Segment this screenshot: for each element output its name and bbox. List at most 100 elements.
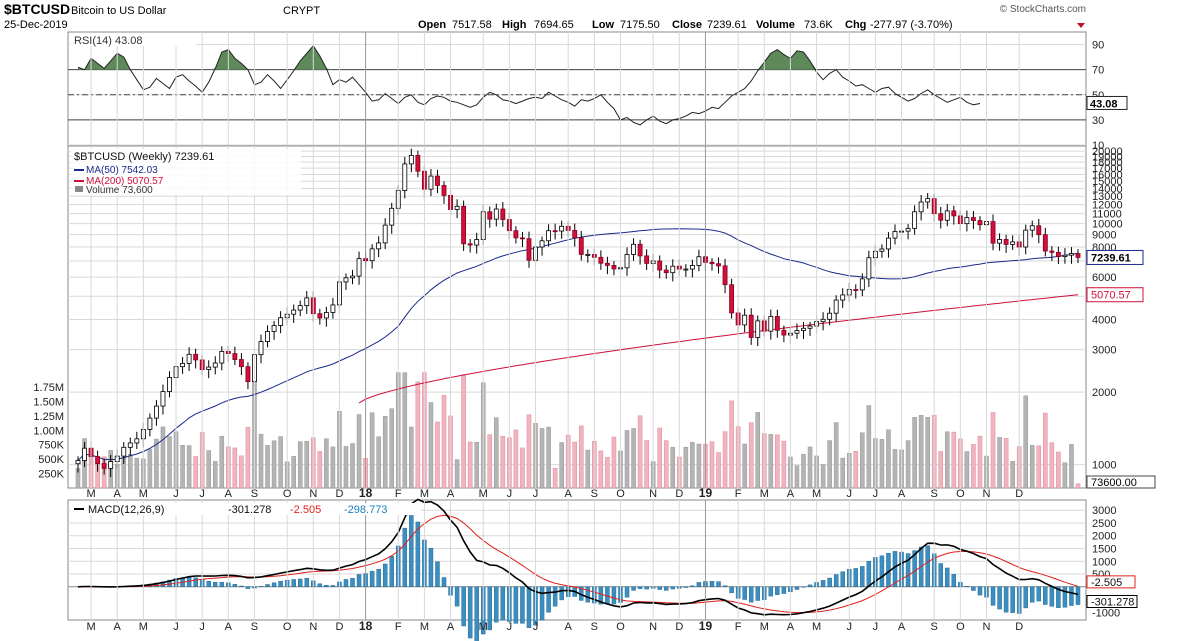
open-label: Open <box>418 19 446 31</box>
volume-bar <box>212 461 218 489</box>
price-tick-label: 16000 <box>1092 169 1123 181</box>
macd-histogram-bar <box>892 551 898 588</box>
volume-legend: Volume 73,600 <box>86 185 153 196</box>
candle-down <box>598 256 604 264</box>
price-tick-label: 11000 <box>1092 209 1122 221</box>
x-axis-label-bottom: J <box>173 621 179 633</box>
volume-bar <box>578 425 584 489</box>
price-tick-label: 19000 <box>1092 151 1123 163</box>
macd-histogram-bar <box>271 582 277 588</box>
volume-bar <box>559 442 564 489</box>
volume-bar <box>833 422 839 489</box>
macd-neg-tick-label: -1000 <box>1092 607 1120 619</box>
macd-histogram-bar <box>213 582 218 588</box>
volume-bar <box>938 451 944 489</box>
candle-down <box>238 359 244 368</box>
volume-bar <box>624 430 630 489</box>
x-axis-label-bottom: A <box>447 621 455 633</box>
macd-histogram-bar <box>997 586 1002 610</box>
candle-up <box>428 175 434 190</box>
rsi-overbought-fill <box>84 53 131 70</box>
x-axis-label-bottom: F <box>395 621 402 633</box>
candle-up <box>206 366 212 370</box>
candle-down <box>644 255 650 264</box>
candle-up <box>944 210 950 221</box>
volume-bar <box>1029 445 1035 489</box>
volume-bar <box>644 440 649 489</box>
volume-bar <box>801 454 806 489</box>
volume-bar <box>997 437 1002 489</box>
volume-bar <box>160 426 166 489</box>
volume-bar <box>605 457 610 489</box>
x-axis-label-bottom: J <box>199 621 205 633</box>
volume-legend-swatch <box>75 186 83 192</box>
x-axis-label-middle: M <box>479 488 488 500</box>
macd-tick-label: 1000 <box>1092 556 1116 568</box>
rsi-title-bg <box>71 34 196 46</box>
rsi-line <box>77 44 981 126</box>
candle-up <box>840 294 846 301</box>
volume-bar <box>977 435 983 489</box>
volume-bar <box>716 452 721 489</box>
volume-bar <box>128 454 133 489</box>
candle-up <box>585 254 591 256</box>
x-axis-label-bottom: O <box>616 621 625 633</box>
volume-bar <box>271 440 277 489</box>
macd-title-label: MACD(12,26,9) <box>88 504 164 516</box>
volume-bar <box>526 414 532 489</box>
x-axis-label-middle: D <box>1015 488 1023 500</box>
candle-up <box>1062 254 1068 257</box>
macd-histogram-bar <box>1049 586 1055 607</box>
macd-histogram-bar <box>552 586 558 607</box>
x-axis-label-bottom: S <box>591 621 598 633</box>
volume-bar <box>1069 444 1074 489</box>
candle-up <box>670 265 676 274</box>
macd-histogram-bar <box>951 574 957 588</box>
volume-bar <box>840 457 845 489</box>
volume-bar <box>925 416 930 489</box>
macd-histogram-bar <box>454 586 460 607</box>
ma50-line <box>77 228 1079 461</box>
volume-bar <box>552 467 558 489</box>
volume-bar <box>539 428 545 489</box>
volume-bar <box>330 446 336 489</box>
macd-histogram-bar <box>657 586 662 590</box>
candle-down <box>657 260 663 271</box>
candle-down <box>552 230 558 233</box>
volume-bar <box>585 449 591 489</box>
macd-histogram-bar <box>853 568 859 588</box>
volume-bar <box>467 441 473 489</box>
candle-up <box>402 163 408 191</box>
volume-tick-label: 1.75M <box>33 382 64 394</box>
x-axis-label-bottom: D <box>675 621 683 633</box>
candle-up <box>167 377 172 392</box>
volume-bar <box>918 415 924 489</box>
macd-histogram-bar <box>637 586 643 589</box>
volume-bar <box>402 372 408 489</box>
volume-bar <box>154 438 159 489</box>
macd-histogram-bar <box>1062 586 1068 608</box>
candle-up <box>997 239 1002 244</box>
macd-histogram-bar <box>1056 586 1061 608</box>
volume-value: 73.6K <box>804 19 833 31</box>
macd-histogram-bar <box>624 586 630 598</box>
macd-histogram-bar <box>912 550 917 588</box>
candle-up <box>801 327 806 331</box>
x-axis-label-bottom: O <box>283 621 292 633</box>
open-value: 7517.58 <box>452 19 492 31</box>
x-axis-label-middle: M <box>812 488 821 500</box>
candle-up <box>493 208 499 220</box>
rsi-panel <box>67 31 1087 146</box>
volume-bar <box>1075 483 1081 489</box>
candle-down <box>520 237 525 240</box>
candle-up <box>186 353 192 364</box>
symbol-name: Bitcoin to US Dollar <box>71 5 167 17</box>
volume-bar <box>722 431 728 489</box>
price-tick-label: 3000 <box>1092 345 1116 357</box>
macd-histogram-bar <box>428 548 434 588</box>
candle-up <box>820 318 826 323</box>
volume-bar <box>1003 438 1009 489</box>
volume-bar <box>206 450 211 489</box>
x-axis-label-bottom: M <box>420 621 429 633</box>
candle-up <box>304 297 310 307</box>
